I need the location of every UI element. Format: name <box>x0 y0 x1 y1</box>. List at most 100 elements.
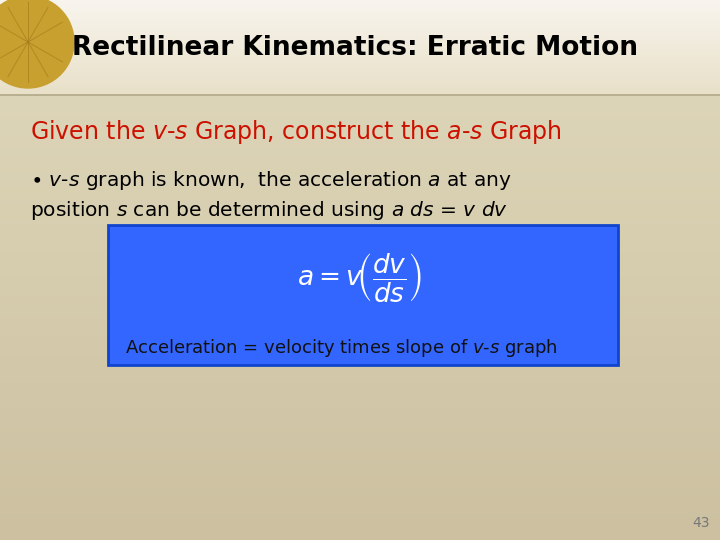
Bar <box>0 179 720 182</box>
Bar <box>0 251 720 253</box>
Bar <box>0 80 720 81</box>
Bar <box>0 55 720 56</box>
Bar <box>0 280 720 282</box>
Bar <box>0 97 720 99</box>
Bar <box>0 444 720 447</box>
Bar <box>0 284 720 286</box>
Bar <box>0 429 720 431</box>
Bar <box>0 104 720 106</box>
Bar <box>0 496 720 498</box>
Bar <box>0 17 720 18</box>
Bar <box>0 74 720 75</box>
Bar <box>0 78 720 79</box>
Bar <box>0 171 720 173</box>
Bar <box>0 133 720 135</box>
Bar <box>0 384 720 387</box>
Bar <box>0 391 720 393</box>
Text: Rectilinear Kinematics: Erratic Motion: Rectilinear Kinematics: Erratic Motion <box>72 35 638 61</box>
Bar <box>0 30 720 31</box>
Bar <box>0 233 720 235</box>
Bar <box>0 99 720 102</box>
Bar <box>0 320 720 322</box>
Bar <box>0 22 720 23</box>
Bar <box>0 400 720 402</box>
Bar <box>0 139 720 141</box>
Bar <box>0 195 720 197</box>
Bar <box>0 255 720 258</box>
Bar <box>0 278 720 280</box>
Bar <box>0 266 720 268</box>
Bar <box>0 453 720 455</box>
Bar <box>0 10 720 11</box>
Bar <box>0 90 720 91</box>
Bar <box>0 66 720 68</box>
Bar <box>0 360 720 362</box>
Bar <box>0 208 720 211</box>
Bar <box>0 9 720 10</box>
Bar <box>0 489 720 491</box>
Bar <box>0 300 720 302</box>
Bar <box>0 111 720 113</box>
Bar <box>0 447 720 449</box>
Bar <box>0 87 720 89</box>
Bar <box>0 53 720 54</box>
Bar <box>0 35 720 36</box>
Bar <box>0 64 720 65</box>
Bar <box>0 262 720 264</box>
Bar <box>0 75 720 76</box>
Bar <box>0 380 720 382</box>
Bar <box>0 293 720 295</box>
Bar <box>0 435 720 437</box>
Bar <box>108 225 618 365</box>
Bar <box>0 83 720 84</box>
Bar <box>0 509 720 511</box>
Bar <box>0 193 720 195</box>
Bar <box>0 37 720 38</box>
Bar <box>0 231 720 233</box>
Bar <box>0 71 720 72</box>
Bar <box>0 422 720 424</box>
Bar <box>0 476 720 478</box>
Bar <box>0 260 720 262</box>
Bar <box>0 462 720 464</box>
Bar <box>0 86 720 87</box>
Bar <box>0 23 720 24</box>
Text: position $\mathit{s}$ can be determined using $\mathit{a}$ $\mathit{ds}$ = $\mat: position $\mathit{s}$ can be determined … <box>30 199 508 221</box>
Bar <box>0 20 720 21</box>
Bar <box>0 382 720 384</box>
Bar <box>0 3 720 4</box>
Bar <box>0 502 720 504</box>
Bar <box>0 349 720 351</box>
Bar <box>0 402 720 404</box>
Bar <box>0 164 720 166</box>
Bar <box>0 29 720 30</box>
Bar <box>0 397 720 400</box>
Bar <box>0 460 720 462</box>
Bar <box>0 81 720 82</box>
Bar <box>0 306 720 308</box>
Bar <box>0 54 720 55</box>
Bar <box>0 420 720 422</box>
Bar <box>0 5 720 6</box>
Bar <box>0 487 720 489</box>
Bar <box>0 62 720 63</box>
Bar <box>0 491 720 493</box>
Bar <box>0 153 720 155</box>
Bar <box>0 308 720 311</box>
Bar <box>0 369 720 371</box>
Bar <box>0 50 720 51</box>
Bar <box>0 8 720 9</box>
Bar <box>0 65 720 66</box>
Bar <box>0 84 720 85</box>
Bar <box>0 89 720 90</box>
Bar <box>0 331 720 333</box>
Bar <box>0 355 720 357</box>
Bar <box>0 271 720 273</box>
Bar <box>0 291 720 293</box>
Bar <box>0 431 720 433</box>
Bar <box>0 63 720 64</box>
Bar <box>0 493 720 496</box>
Bar <box>0 335 720 338</box>
Bar <box>0 338 720 340</box>
Bar <box>0 14 720 15</box>
